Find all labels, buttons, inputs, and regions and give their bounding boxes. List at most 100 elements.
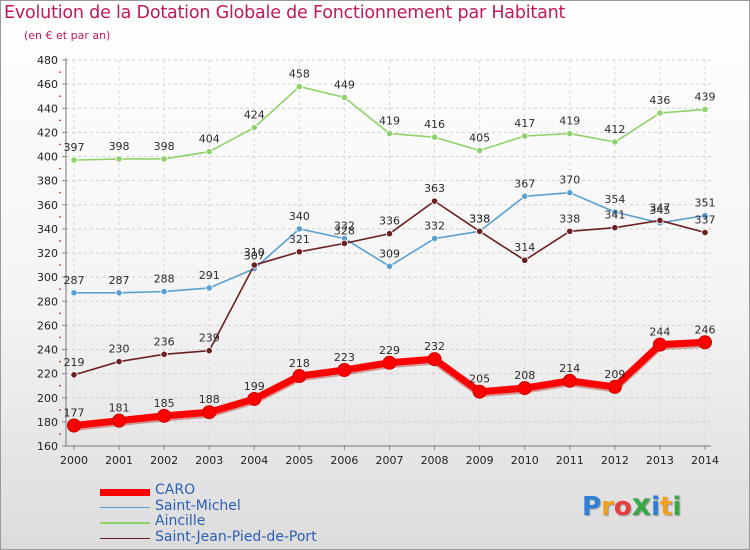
x-tick-label: 2005 bbox=[285, 454, 313, 467]
data-point-saint-jean-pied-de-port bbox=[701, 228, 709, 237]
logo-letter: i bbox=[672, 492, 682, 522]
legend-label-caro: CARO bbox=[155, 482, 196, 498]
data-point-caro bbox=[607, 379, 622, 394]
data-label-saint-jean-pied-de-port: 236 bbox=[154, 335, 175, 348]
data-label-aincille: 449 bbox=[334, 78, 355, 91]
x-tick-label: 2000 bbox=[60, 454, 88, 467]
y-minor-dot bbox=[59, 384, 61, 387]
data-label-caro: 209 bbox=[604, 368, 625, 381]
x-tick-label: 2004 bbox=[240, 454, 268, 467]
data-label-saint-jean-pied-de-port: 337 bbox=[695, 213, 716, 226]
data-point-caro bbox=[652, 337, 667, 352]
data-label-caro: 177 bbox=[64, 406, 85, 419]
data-label-aincille: 419 bbox=[379, 115, 400, 128]
x-tick-label: 2010 bbox=[511, 454, 539, 467]
x-tick-label: 2008 bbox=[421, 454, 449, 467]
data-point-aincille bbox=[476, 146, 484, 155]
data-point-aincille bbox=[115, 155, 123, 163]
data-point-saint-michel bbox=[701, 212, 709, 220]
data-label-aincille: 405 bbox=[469, 131, 490, 144]
data-label-aincille: 398 bbox=[154, 140, 175, 153]
data-label-caro: 181 bbox=[109, 402, 130, 415]
data-label-saint-michel: 338 bbox=[469, 212, 490, 225]
y-minor-dot bbox=[59, 264, 61, 266]
data-label-caro: 246 bbox=[695, 323, 716, 336]
data-label-saint-michel: 332 bbox=[334, 220, 355, 233]
data-point-caro bbox=[562, 373, 577, 388]
data-label-saint-jean-pied-de-port: 338 bbox=[469, 212, 490, 225]
y-minor-dot bbox=[59, 191, 61, 194]
data-point-saint-jean-pied-de-port bbox=[566, 227, 574, 235]
y-minor-dot bbox=[59, 409, 61, 411]
grid bbox=[66, 59, 711, 447]
data-point-aincille bbox=[566, 129, 574, 138]
y-minor-dot bbox=[59, 288, 61, 290]
data-point-aincille bbox=[701, 105, 709, 114]
data-point-aincille bbox=[160, 155, 168, 163]
data-point-saint-michel bbox=[160, 287, 168, 296]
data-point-aincille bbox=[340, 93, 349, 101]
data-point-saint-michel bbox=[385, 262, 394, 270]
logo-letter: P bbox=[582, 492, 602, 522]
data-label-caro: 199 bbox=[244, 380, 265, 393]
x-tick-label: 2002 bbox=[150, 454, 178, 467]
data-label-saint-michel: 287 bbox=[64, 274, 85, 287]
data-point-saint-jean-pied-de-port bbox=[430, 197, 439, 205]
data-point-aincille bbox=[611, 138, 619, 146]
data-label-aincille: 439 bbox=[695, 90, 716, 103]
data-point-caro bbox=[247, 391, 262, 406]
data-label-caro: 244 bbox=[649, 326, 670, 339]
y-tick-label: 420 bbox=[37, 126, 58, 139]
y-tick-label: 360 bbox=[37, 199, 58, 212]
data-point-caro bbox=[112, 413, 127, 428]
y-tick-label: 460 bbox=[37, 78, 58, 91]
data-label-caro: 205 bbox=[469, 373, 490, 386]
data-point-caro bbox=[472, 384, 487, 399]
series-lines bbox=[67, 82, 712, 433]
data-label-saint-jean-pied-de-port: 239 bbox=[199, 332, 220, 345]
data-label-aincille: 397 bbox=[64, 141, 85, 154]
y-minor-dot bbox=[59, 240, 61, 242]
y-tick-label: 380 bbox=[37, 175, 58, 188]
data-point-caro bbox=[202, 405, 217, 420]
y-tick-label: 280 bbox=[37, 295, 58, 308]
y-tick-label: 480 bbox=[37, 54, 58, 67]
data-label-aincille: 458 bbox=[289, 68, 310, 81]
data-label-aincille: 436 bbox=[649, 94, 670, 107]
x-tick-label: 2012 bbox=[601, 454, 629, 467]
data-label-aincille: 412 bbox=[604, 123, 625, 136]
data-label-saint-jean-pied-de-port: 219 bbox=[64, 356, 85, 369]
data-label-saint-jean-pied-de-port: 363 bbox=[424, 182, 445, 195]
data-label-saint-jean-pied-de-port: 341 bbox=[604, 209, 625, 222]
data-label-aincille: 419 bbox=[559, 115, 580, 128]
legend-swatch-saint-jean-pied-de-port bbox=[100, 537, 150, 540]
data-label-caro: 218 bbox=[289, 357, 310, 370]
data-point-caro bbox=[698, 335, 712, 350]
data-point-saint-jean-pied-de-port bbox=[115, 357, 123, 366]
y-minor-dot bbox=[59, 360, 61, 363]
x-tick-label: 2007 bbox=[376, 454, 404, 467]
data-label-saint-jean-pied-de-port: 314 bbox=[514, 241, 535, 254]
data-point-aincille bbox=[656, 109, 664, 117]
data-label-caro: 229 bbox=[379, 344, 400, 357]
y-tick-label: 400 bbox=[37, 151, 58, 164]
legend-swatch-aincille bbox=[100, 522, 150, 524]
y-tick-label: 300 bbox=[37, 271, 58, 284]
x-tick-label: 2013 bbox=[646, 454, 674, 467]
logo-letter: o bbox=[613, 492, 632, 522]
legend-label-aincille: Aincille bbox=[155, 513, 206, 529]
y-minor-dot bbox=[59, 312, 61, 315]
data-label-caro: 214 bbox=[559, 362, 580, 375]
data-point-aincille bbox=[250, 123, 258, 132]
data-label-saint-jean-pied-de-port: 310 bbox=[244, 246, 265, 259]
data-label-aincille: 398 bbox=[109, 140, 130, 153]
data-point-aincille bbox=[70, 156, 78, 164]
data-label-aincille: 424 bbox=[244, 109, 265, 122]
data-label-saint-michel: 354 bbox=[604, 193, 625, 206]
data-point-saint-michel bbox=[430, 234, 439, 243]
data-point-caro bbox=[292, 369, 307, 384]
data-point-caro bbox=[67, 418, 81, 433]
y-tick-label: 320 bbox=[37, 247, 58, 260]
